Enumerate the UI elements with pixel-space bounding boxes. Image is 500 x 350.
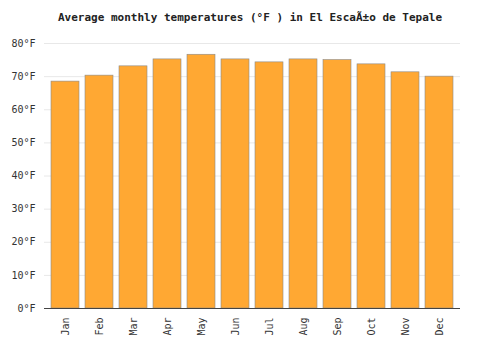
svg-text:80°F: 80°F: [11, 38, 35, 49]
svg-text:May: May: [196, 318, 207, 336]
svg-text:60°F: 60°F: [11, 104, 35, 115]
svg-text:20°F: 20°F: [11, 236, 35, 247]
svg-text:0°F: 0°F: [17, 303, 35, 314]
svg-text:Sep: Sep: [332, 318, 343, 336]
svg-text:Jun: Jun: [230, 318, 241, 336]
svg-text:70°F: 70°F: [11, 71, 35, 82]
svg-text:Dec: Dec: [434, 318, 445, 336]
svg-text:Mar: Mar: [128, 318, 139, 336]
svg-text:Feb: Feb: [94, 318, 105, 336]
svg-text:Oct: Oct: [366, 318, 377, 336]
svg-text:50°F: 50°F: [11, 137, 35, 148]
svg-text:40°F: 40°F: [11, 170, 35, 181]
html-text:Average monthly temperatures (: Average monthly temperatures (°F ) in El…: [57, 11, 442, 24]
svg-text:Jul: Jul: [264, 318, 275, 336]
svg-text:Apr: Apr: [162, 318, 173, 336]
svg-text:Aug: Aug: [298, 318, 309, 336]
svg-text:Nov: Nov: [400, 318, 411, 336]
svg-text:10°F: 10°F: [11, 270, 35, 281]
svg-text:30°F: 30°F: [11, 203, 35, 214]
svg-text:Jan: Jan: [60, 318, 71, 336]
